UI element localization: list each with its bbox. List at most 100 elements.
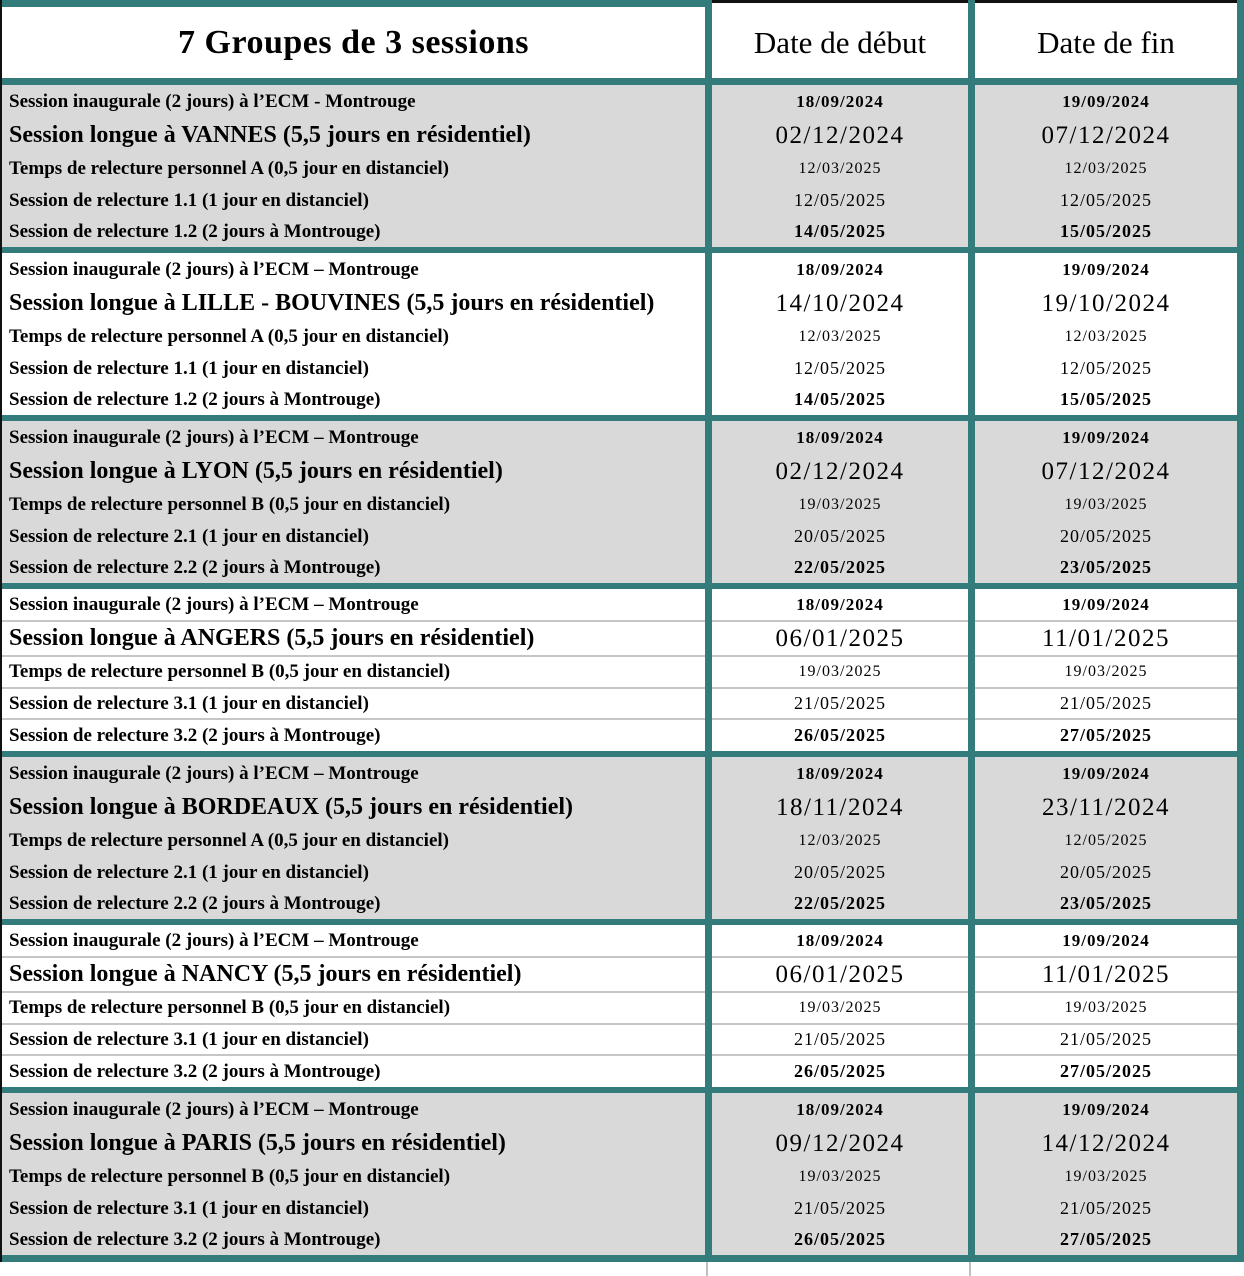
column-line-remnant bbox=[969, 1262, 971, 1276]
column-divider bbox=[1237, 757, 1244, 919]
start-date: 19/03/2025 bbox=[712, 489, 968, 521]
end-date: 11/01/2025 bbox=[975, 958, 1237, 993]
start-date: 14/10/2024 bbox=[712, 286, 968, 321]
start-date: 19/03/2025 bbox=[712, 657, 968, 689]
end-date: 19/03/2025 bbox=[975, 993, 1237, 1025]
column-divider bbox=[1237, 1093, 1244, 1255]
session-label: Session longue à ANGERS (5,5 jours en ré… bbox=[2, 622, 705, 657]
session-label: Session longue à LILLE - BOUVINES (5,5 j… bbox=[2, 286, 705, 321]
session-group: Session inaugurale (2 jours) à l’ECM – M… bbox=[2, 589, 1244, 751]
session-label: Temps de relecture personnel B (0,5 jour… bbox=[2, 1161, 705, 1193]
end-date: 12/05/2025 bbox=[975, 185, 1237, 216]
session-label: Session de relecture 3.2 (2 jours à Mont… bbox=[2, 1056, 705, 1087]
end-date: 27/05/2025 bbox=[975, 1056, 1237, 1087]
end-date: 20/05/2025 bbox=[975, 521, 1237, 552]
end-date: 19/09/2024 bbox=[975, 253, 1237, 286]
session-label: Session de relecture 1.1 (1 jour en dist… bbox=[2, 185, 705, 216]
column-divider bbox=[1237, 85, 1244, 247]
session-group: Session inaugurale (2 jours) à l’ECM - M… bbox=[2, 85, 1244, 247]
start-date: 18/09/2024 bbox=[712, 1093, 968, 1126]
end-date: 19/09/2024 bbox=[975, 1093, 1237, 1126]
end-date: 07/12/2024 bbox=[975, 454, 1237, 489]
end-date: 21/05/2025 bbox=[975, 1025, 1237, 1056]
group-column: 18/09/2024 14/10/2024 12/03/2025 12/05/2025… bbox=[712, 253, 968, 415]
start-date: 21/05/2025 bbox=[712, 1025, 968, 1056]
column-divider bbox=[705, 925, 712, 1087]
group-column: 19/09/2024 11/01/2025 19/03/2025 21/05/2025… bbox=[975, 925, 1237, 1087]
start-date: 12/03/2025 bbox=[712, 321, 968, 353]
session-label: Session longue à VANNES (5,5 jours en ré… bbox=[2, 118, 705, 153]
start-date: 22/05/2025 bbox=[712, 888, 968, 919]
column-divider bbox=[705, 85, 712, 247]
end-date: 20/05/2025 bbox=[975, 857, 1237, 888]
table-bottom-border bbox=[2, 1255, 1244, 1262]
top-border-col2 bbox=[712, 0, 968, 7]
group-column: Session inaugurale (2 jours) à l’ECM – M… bbox=[2, 589, 705, 751]
group-column: Session inaugurale (2 jours) à l’ECM – M… bbox=[2, 1093, 705, 1255]
end-date: 21/05/2025 bbox=[975, 689, 1237, 720]
group-column: 18/09/2024 18/11/2024 12/03/2025 20/05/2025… bbox=[712, 757, 968, 919]
bottom-margin bbox=[0, 1262, 1244, 1276]
session-group: Session inaugurale (2 jours) à l’ECM – M… bbox=[2, 757, 1244, 919]
start-date: 12/05/2025 bbox=[712, 353, 968, 384]
group-column: 19/09/2024 23/11/2024 12/05/2025 20/05/2025… bbox=[975, 757, 1237, 919]
end-date: 12/05/2025 bbox=[975, 825, 1237, 857]
session-label: Session de relecture 2.2 (2 jours à Mont… bbox=[2, 552, 705, 583]
group-column: 18/09/2024 09/12/2024 19/03/2025 21/05/2025… bbox=[712, 1093, 968, 1255]
start-date: 09/12/2024 bbox=[712, 1126, 968, 1161]
column-divider bbox=[1237, 253, 1244, 415]
column-divider bbox=[968, 7, 975, 78]
session-label: Session de relecture 2.1 (1 jour en dist… bbox=[2, 521, 705, 552]
column-divider bbox=[968, 0, 975, 7]
end-date: 14/12/2024 bbox=[975, 1126, 1237, 1161]
start-date: 12/05/2025 bbox=[712, 185, 968, 216]
end-date: 15/05/2025 bbox=[975, 384, 1237, 415]
group-column: Session inaugurale (2 jours) à l’ECM – M… bbox=[2, 925, 705, 1087]
session-label: Session de relecture 3.2 (2 jours à Mont… bbox=[2, 720, 705, 751]
group-column: Session inaugurale (2 jours) à l’ECM – M… bbox=[2, 253, 705, 415]
end-date: 19/09/2024 bbox=[975, 85, 1237, 118]
column-divider bbox=[1237, 421, 1244, 583]
group-column: 19/09/2024 11/01/2025 19/03/2025 21/05/2025… bbox=[975, 589, 1237, 751]
session-groups: Session inaugurale (2 jours) à l’ECM - M… bbox=[2, 85, 1244, 1255]
start-date: 18/09/2024 bbox=[712, 421, 968, 454]
session-label: Session de relecture 3.2 (2 jours à Mont… bbox=[2, 1224, 705, 1255]
group-separator-band bbox=[2, 583, 1244, 589]
session-label: Session inaugurale (2 jours) à l’ECM – M… bbox=[2, 589, 705, 622]
column-divider bbox=[1237, 589, 1244, 751]
end-date: 19/10/2024 bbox=[975, 286, 1237, 321]
end-date: 11/01/2025 bbox=[975, 622, 1237, 657]
start-date: 18/09/2024 bbox=[712, 589, 968, 622]
column-divider bbox=[705, 757, 712, 919]
column-divider bbox=[968, 757, 975, 919]
start-date: 18/09/2024 bbox=[712, 757, 968, 790]
end-date: 12/03/2025 bbox=[975, 321, 1237, 353]
session-label: Session longue à LYON (5,5 jours en rési… bbox=[2, 454, 705, 489]
session-label: Session de relecture 1.1 (1 jour en dist… bbox=[2, 353, 705, 384]
column-line-remnant bbox=[706, 1262, 708, 1276]
start-date: 18/09/2024 bbox=[712, 925, 968, 958]
start-date: 26/05/2025 bbox=[712, 1224, 968, 1255]
start-date: 18/09/2024 bbox=[712, 85, 968, 118]
group-column: 18/09/2024 02/12/2024 12/03/2025 12/05/2025… bbox=[712, 85, 968, 247]
session-label: Session longue à PARIS (5,5 jours en rés… bbox=[2, 1126, 705, 1161]
session-label: Temps de relecture personnel A (0,5 jour… bbox=[2, 825, 705, 857]
column-divider bbox=[968, 925, 975, 1087]
column-divider bbox=[1237, 925, 1244, 1087]
group-separator-band bbox=[2, 415, 1244, 421]
column-divider bbox=[705, 7, 712, 78]
session-label: Temps de relecture personnel B (0,5 jour… bbox=[2, 657, 705, 689]
start-date: 21/05/2025 bbox=[712, 689, 968, 720]
end-date: 27/05/2025 bbox=[975, 1224, 1237, 1255]
end-date: 23/05/2025 bbox=[975, 888, 1237, 919]
column-divider bbox=[1237, 0, 1244, 7]
header-date-fin: Date de fin bbox=[1037, 24, 1175, 60]
table-top-border bbox=[2, 0, 1244, 7]
session-label: Session inaugurale (2 jours) à l’ECM – M… bbox=[2, 253, 705, 286]
column-divider bbox=[1237, 7, 1244, 78]
start-date: 22/05/2025 bbox=[712, 552, 968, 583]
end-date: 19/03/2025 bbox=[975, 657, 1237, 689]
group-column: 18/09/2024 06/01/2025 19/03/2025 21/05/2025… bbox=[712, 925, 968, 1087]
group-column: Session inaugurale (2 jours) à l’ECM - M… bbox=[2, 85, 705, 247]
